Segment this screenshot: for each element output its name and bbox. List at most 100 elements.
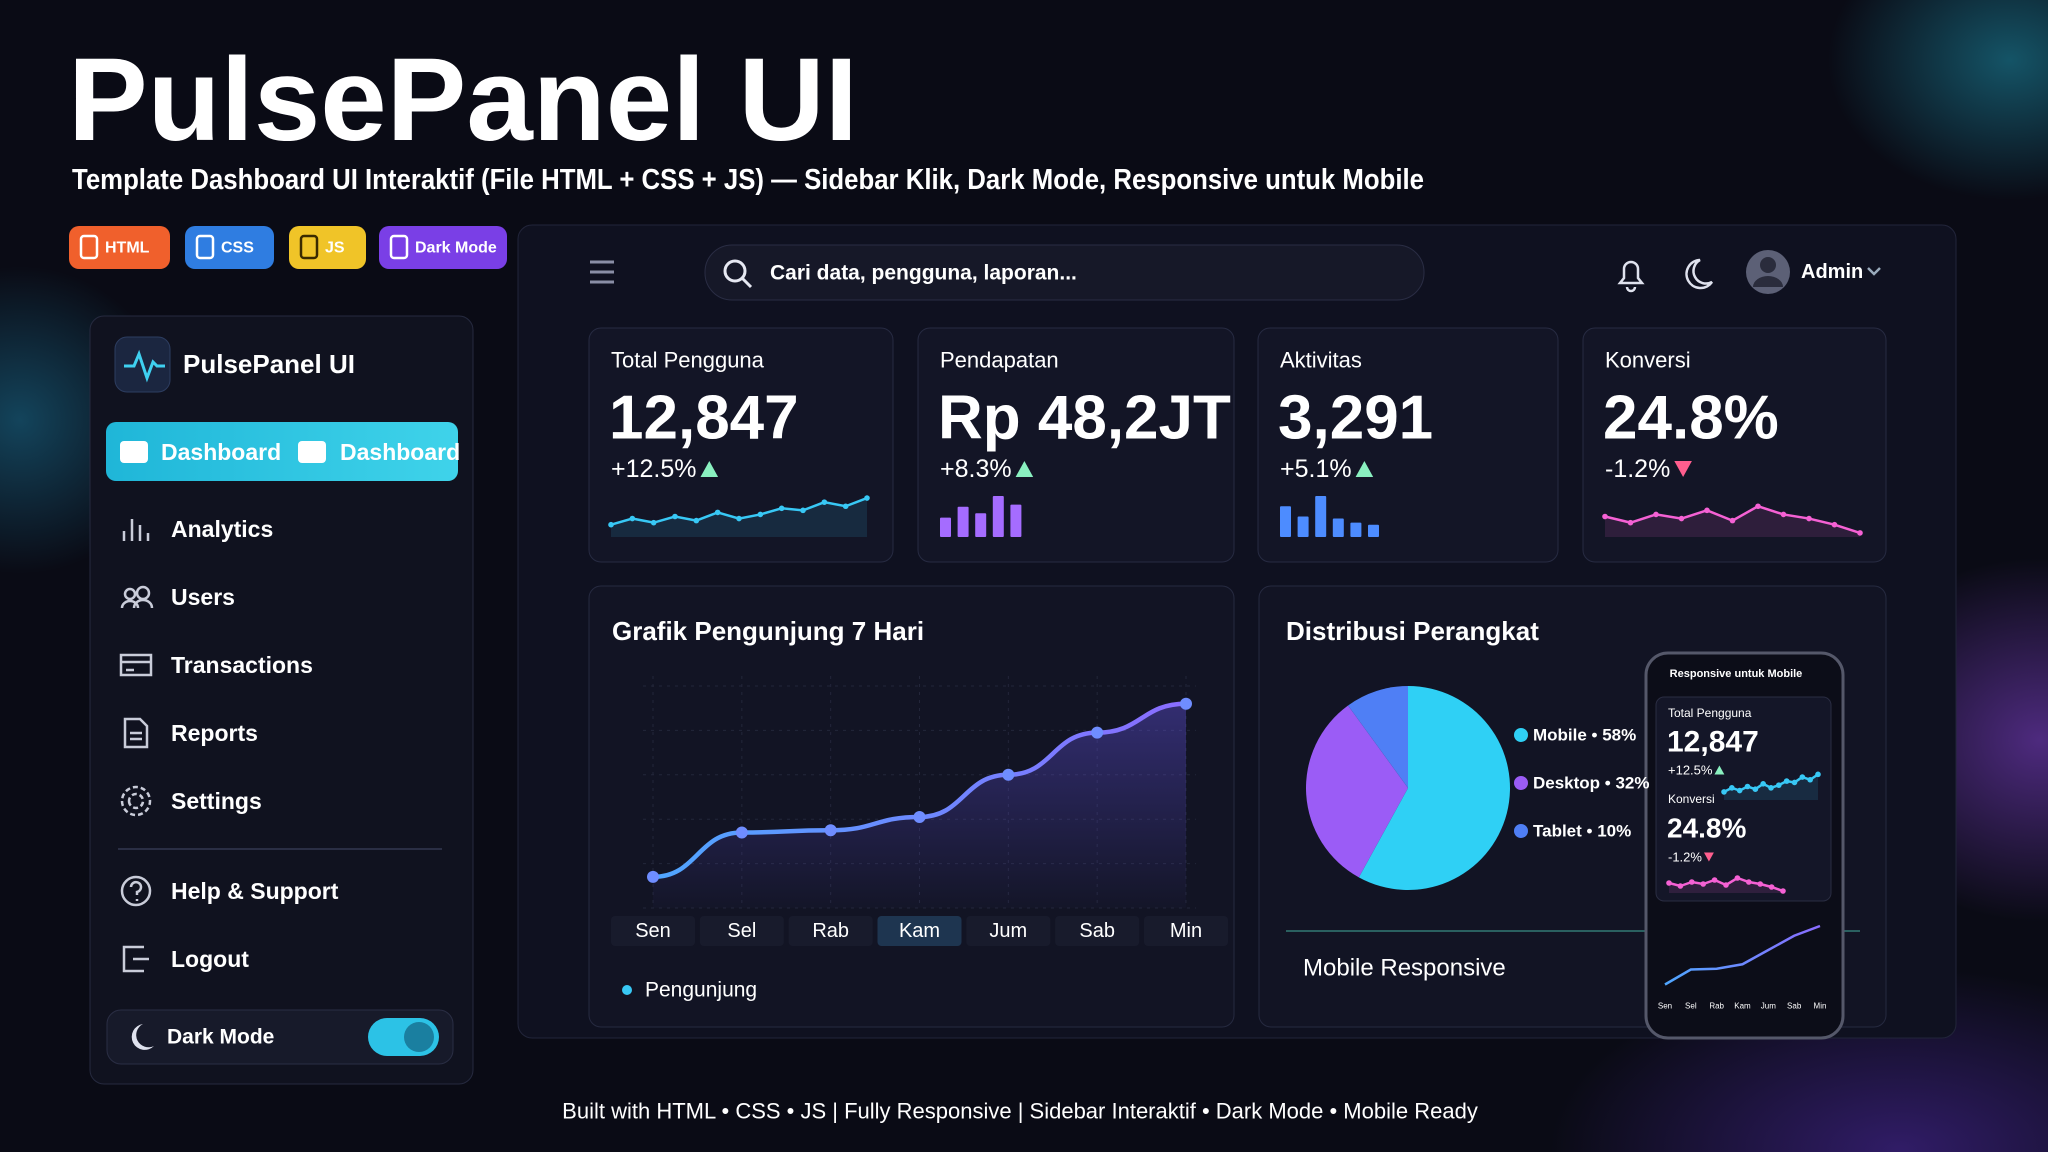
- menu-icon: [120, 585, 154, 609]
- menu-label: Users: [171, 584, 235, 610]
- chart-caption: Mobile Responsive: [1303, 955, 1506, 982]
- trend-arrow: [1703, 852, 1714, 862]
- line-point: [824, 824, 837, 837]
- menu-icon: [122, 519, 150, 541]
- menu-item[interactable]: [106, 775, 458, 827]
- line-point: [1091, 726, 1104, 739]
- user-dropdown[interactable]: [1867, 267, 1881, 276]
- line-point: [1180, 697, 1192, 710]
- dashboard-icon: [120, 441, 148, 463]
- sparkline-point: [757, 511, 764, 518]
- sparkline-bar: [1332, 518, 1344, 537]
- menu-item[interactable]: [106, 933, 458, 985]
- sparkline-point: [1729, 785, 1735, 791]
- sparkline-point: [1723, 882, 1729, 888]
- line-point: [913, 810, 926, 823]
- sparkline-bar: [940, 517, 951, 537]
- pie-slice: [1358, 686, 1510, 890]
- phone-stat-value: 12,847: [1667, 726, 1759, 759]
- sparkline-point: [800, 507, 806, 514]
- sparkline-point: [1799, 774, 1806, 780]
- badge-label: Dark Mode: [415, 240, 497, 257]
- menu-label: Transactions: [171, 652, 313, 678]
- pie-slice: [1348, 686, 1408, 788]
- stat-card: [1257, 327, 1559, 563]
- sparkline-point: [1831, 521, 1838, 528]
- sparkline-point: [1746, 879, 1752, 885]
- legend-label: Pengunjung: [645, 979, 757, 1002]
- sparkline-point: [864, 495, 870, 501]
- phone-x-label: Sab: [1787, 1002, 1802, 1011]
- active-menu-item[interactable]: [106, 422, 458, 481]
- user-avatar: [1753, 276, 1783, 287]
- x-tick-box: [877, 916, 962, 946]
- stat-label: Total Pengguna: [611, 348, 765, 373]
- phone-x-label: Sel: [1685, 1002, 1697, 1011]
- sparkline-bar: [1280, 506, 1291, 537]
- theme-button[interactable]: [1685, 258, 1714, 290]
- x-tick-box: [1144, 916, 1228, 946]
- sparkline-point: [1689, 879, 1695, 885]
- legend-label: Desktop • 32%: [1533, 774, 1650, 793]
- menu-item[interactable]: [106, 571, 458, 623]
- legend-label: Tablet • 10%: [1533, 822, 1631, 841]
- sparkline-point: [821, 499, 828, 505]
- phone-stat-value: 24.8%: [1667, 813, 1746, 844]
- sparkline-point: [1791, 779, 1798, 786]
- legend-dot: [1514, 728, 1528, 742]
- badge-label: JS: [325, 240, 345, 257]
- x-tick-label: Jum: [989, 920, 1027, 942]
- phone-x-label: Jum: [1761, 1002, 1776, 1011]
- dashboard-icon: [298, 441, 326, 463]
- stat-card: [588, 327, 894, 563]
- sparkline-point: [1734, 875, 1741, 881]
- search-icon: [740, 276, 753, 289]
- x-tick-label: Sen: [635, 920, 671, 942]
- sparkline-point: [1602, 513, 1608, 520]
- phone-line-series: [1664, 924, 1821, 986]
- brand-name: PulsePanel UI: [183, 349, 355, 379]
- x-tick-label: Rab: [812, 920, 849, 942]
- sidebar: [89, 315, 474, 1085]
- legend-dot: [622, 985, 632, 995]
- sparkline-point: [1780, 888, 1786, 894]
- sparkline-point: [736, 515, 742, 522]
- footer: Built with HTML • CSS • JS | Fully Respo…: [562, 1099, 1478, 1124]
- menu-item[interactable]: [106, 707, 458, 759]
- search-icon: [723, 259, 747, 283]
- sidebar-menu: Analytics Users Transactions Reports Setting…: [106, 503, 458, 985]
- sparkline-point: [1760, 781, 1766, 787]
- search-bar[interactable]: [704, 244, 1425, 301]
- phone-card: [1655, 696, 1832, 902]
- page-title: PulsePanel UI: [68, 34, 858, 166]
- legend-dot: [1514, 776, 1528, 790]
- sparkline-point: [1768, 884, 1775, 890]
- stat-label: Konversi: [1605, 348, 1691, 373]
- search-placeholder: Cari data, pengguna, laporan...: [770, 262, 1077, 285]
- sparkline-point: [778, 505, 785, 512]
- menu-icon: [122, 945, 149, 973]
- sparkline-bar: [1368, 524, 1379, 537]
- stat-label: Pendapatan: [940, 348, 1059, 373]
- notification-button[interactable]: [1617, 260, 1645, 293]
- sparkline-point: [1704, 507, 1710, 514]
- menu-toggle[interactable]: [590, 260, 614, 284]
- x-tick-box: [611, 916, 695, 946]
- sparkline-point: [608, 521, 614, 528]
- badge: [379, 226, 507, 269]
- x-tick-label: Sab: [1079, 920, 1115, 942]
- page-subtitle: Template Dashboard UI Interaktif (File H…: [72, 164, 1424, 196]
- chart-title: Grafik Pengunjung 7 Hari: [612, 616, 924, 646]
- pie-slice: [1306, 705, 1408, 878]
- sparkline-point: [1776, 782, 1782, 788]
- trend-arrow: [1015, 461, 1034, 477]
- sparkline-bar: [957, 506, 969, 537]
- menu-item[interactable]: [106, 503, 458, 555]
- phone-title: Responsive untuk Mobile: [1670, 668, 1803, 680]
- user-name[interactable]: Admin: [1801, 261, 1863, 283]
- sparkline-bar: [1297, 516, 1309, 537]
- phone-x-label: Rab: [1709, 1002, 1724, 1011]
- sparkline-point: [1755, 503, 1761, 510]
- sparkline-point: [1806, 515, 1812, 522]
